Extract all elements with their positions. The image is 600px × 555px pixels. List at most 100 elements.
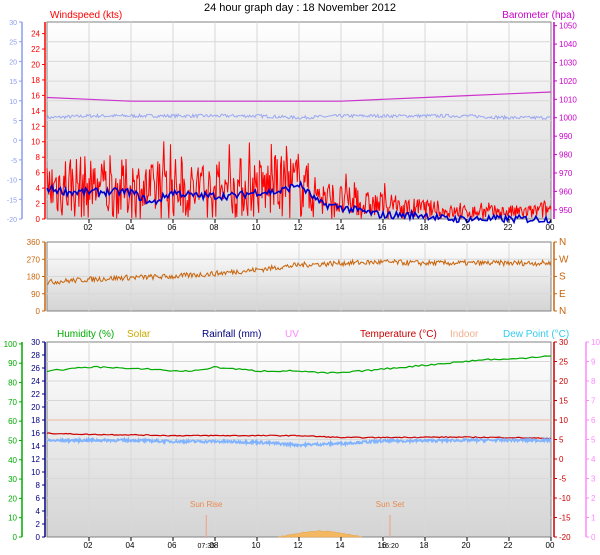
wind-left-axis-tick-label: 18 — [31, 76, 40, 85]
wind-x-tick-label: 04 — [126, 223, 135, 232]
rainfall-axis-tick-label: 20 — [31, 403, 40, 412]
temperature-axis-tick-label: -15 — [559, 514, 571, 523]
compass-axis-tick-label: W — [559, 254, 569, 265]
rainfall-axis-tick-label: 2 — [36, 520, 41, 529]
wind-direction-line — [47, 258, 552, 285]
wind-left-axis-tick-label: 2 — [36, 200, 41, 209]
direction-left-axis-tick-label: 180 — [27, 273, 41, 282]
rainfall-axis-tick-label: 14 — [31, 442, 40, 451]
wind-left-axis-tick-label: 4 — [36, 184, 41, 193]
humidity-axis-tick-label: 60 — [8, 417, 17, 426]
weather-x-tick-label: 10 — [252, 541, 261, 550]
wind-far-left-axis-tick-label: 30 — [9, 20, 17, 27]
wind-left-axis-tick-label: 8 — [36, 153, 41, 162]
rainfall-axis-tick-label: 22 — [31, 390, 40, 399]
uv-axis-tick-label: 0 — [591, 533, 596, 542]
barometer-line — [46, 91, 552, 102]
humidity-axis-tick-label: 20 — [8, 494, 17, 503]
direction-left-axis-tick-label: 360 — [27, 238, 41, 247]
barometer-axis-tick-label: 950 — [559, 206, 573, 215]
wind-x-tick-label: 08 — [210, 223, 219, 232]
temperature-axis-tick-label: -5 — [559, 475, 567, 484]
barometer-trace-line — [46, 112, 552, 121]
dew-point-line — [46, 435, 552, 449]
compass-axis-tick-label: N — [559, 237, 566, 248]
rainfall-axis-tick-label: 26 — [31, 364, 40, 373]
uv-axis-tick-label: 2 — [591, 494, 596, 503]
temperature-line — [46, 432, 552, 440]
uv-axis-tick-label: 9 — [591, 358, 596, 367]
humidity-axis-tick-label: 100 — [4, 340, 18, 349]
rainfall-axis-tick-label: 12 — [31, 455, 40, 464]
humidity-axis-tick-label: 80 — [8, 379, 17, 388]
legend-item-5: Indoor — [450, 329, 479, 340]
humidity-axis-tick-label: 0 — [13, 533, 18, 542]
wind-x-tick-label: 10 — [252, 223, 261, 232]
wind-far-left-axis-tick-label: 5 — [13, 119, 17, 126]
uv-axis-tick-label: 6 — [591, 416, 596, 425]
barometer-axis-label: Barometer (hpa) — [502, 10, 575, 21]
wind-x-tick-label: 16 — [378, 223, 387, 232]
legend-item-3: UV — [285, 329, 299, 340]
rainfall-axis-tick-label: 28 — [31, 351, 40, 360]
wind-left-axis-tick-label: 22 — [31, 45, 40, 54]
sunset-time: 16:20 — [381, 543, 399, 550]
wind-far-left-axis-tick-label: 20 — [9, 59, 17, 66]
barometer-axis-tick-label: 980 — [559, 151, 573, 160]
rainfall-axis-tick-label: 18 — [31, 416, 40, 425]
uv-axis-tick-label: 3 — [591, 475, 596, 484]
uv-axis-tick-label: 4 — [591, 455, 596, 464]
temperature-axis-tick-label: 10 — [559, 416, 568, 425]
wind-x-tick-label: 22 — [504, 223, 513, 232]
humidity-axis-tick-label: 90 — [8, 359, 17, 368]
rainfall-axis-tick-label: 6 — [36, 494, 41, 503]
weather-x-tick-label: 18 — [420, 541, 429, 550]
uv-axis-tick-label: 7 — [591, 397, 596, 406]
temperature-axis-tick-label: -20 — [559, 533, 571, 542]
wind-left-axis-tick-label: 20 — [31, 60, 40, 69]
barometer-axis-tick-label: 970 — [559, 169, 573, 178]
wind-left-axis-tick-label: 6 — [36, 169, 41, 178]
wind-far-left-axis-tick-label: -5 — [11, 158, 17, 165]
sunrise-label: Sun Rise — [190, 500, 223, 509]
wind-left-axis-tick-label: 16 — [31, 91, 40, 100]
legend-item-2: Rainfall (mm) — [202, 329, 261, 340]
rainfall-axis-tick-label: 10 — [31, 468, 40, 477]
wind-x-tick-label: 12 — [294, 223, 303, 232]
barometer-axis-tick-label: 1050 — [559, 22, 577, 31]
compass-axis-tick-label: E — [559, 289, 566, 300]
weather-x-tick-label: 16 — [378, 541, 387, 550]
barometer-axis-tick-label: 1010 — [559, 95, 577, 104]
wind-far-left-axis-tick-label: 10 — [9, 99, 17, 106]
temperature-axis-tick-label: 25 — [559, 358, 568, 367]
legend-item-1: Solar — [127, 329, 151, 340]
weather-x-tick-label: 22 — [504, 541, 513, 550]
barometer-axis-tick-label: 1040 — [559, 40, 577, 49]
wind-x-tick-label: 18 — [420, 223, 429, 232]
rainfall-axis-tick-label: 30 — [31, 338, 40, 347]
wind-x-tick-label: 06 — [168, 223, 177, 232]
compass-axis-tick-label: N — [559, 306, 566, 317]
wind-x-tick-label: 02 — [84, 223, 93, 232]
wind-x-tick-label: 20 — [462, 223, 471, 232]
wind-left-axis-tick-label: 10 — [31, 138, 40, 147]
barometer-axis-tick-label: 1020 — [559, 77, 577, 86]
barometer-axis-tick-label: 1000 — [559, 114, 577, 123]
rainfall-axis-tick-label: 0 — [36, 533, 41, 542]
temperature-axis-tick-label: 0 — [559, 455, 564, 464]
rainfall-axis-tick-label: 4 — [36, 507, 41, 516]
uv-axis-tick-label: 8 — [591, 377, 596, 386]
weather-x-tick-label: 06 — [168, 541, 177, 550]
rainfall-axis-tick-label: 16 — [31, 429, 40, 438]
uv-axis-tick-label: 10 — [591, 338, 600, 347]
direction-left-axis-tick-label: 0 — [36, 307, 41, 316]
legend-item-4: Temperature (°C) — [360, 329, 437, 340]
legend-item-0: Humidity (%) — [57, 329, 114, 340]
sunrise-time: 07:35 — [197, 543, 215, 550]
humidity-axis-tick-label: 30 — [8, 475, 17, 484]
compass-axis-tick-label: S — [559, 272, 566, 283]
humidity-axis-tick-label: 70 — [8, 398, 17, 407]
barometer-axis-tick-label: 990 — [559, 132, 573, 141]
